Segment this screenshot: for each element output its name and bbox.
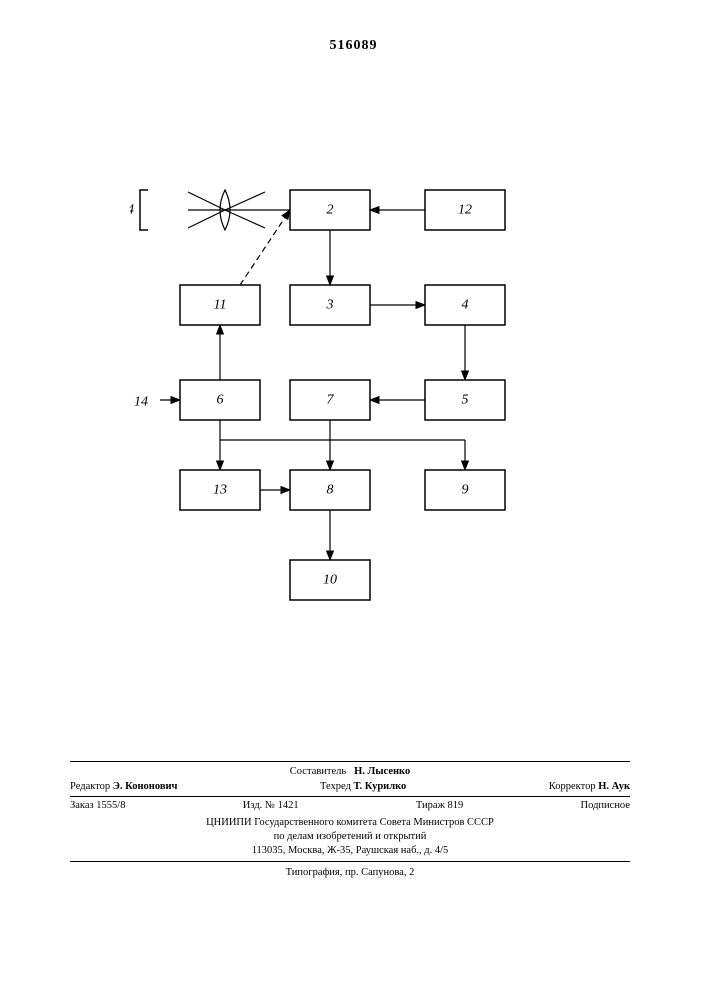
pub-row: Заказ 1555/8 Изд. № 1421 Тираж 819 Подпи… xyxy=(70,797,630,815)
org-line3: 113035, Москва, Ж-35, Раушская наб., д. … xyxy=(70,844,630,858)
typography: Типография, пр. Сапунова, 2 xyxy=(70,862,630,880)
org-line2: по делам изобретений и открытий xyxy=(70,830,630,844)
svg-text:7: 7 xyxy=(327,393,335,408)
svg-text:6: 6 xyxy=(217,393,224,408)
document-number: 516089 xyxy=(0,38,707,54)
svg-text:14: 14 xyxy=(134,395,148,410)
tech: Техред Т. Курилко xyxy=(320,780,406,794)
editor: Редактор Э. Кононович xyxy=(70,780,177,794)
order: Заказ 1555/8 xyxy=(70,799,125,813)
tirazh: Тираж 819 xyxy=(416,799,463,813)
svg-text:14: 14 xyxy=(130,203,134,218)
svg-text:5: 5 xyxy=(462,393,469,408)
page: 516089 14 2 12 11 3 4 6 7 5 13 8 9 10 14 Составитель … xyxy=(0,0,707,1000)
svg-text:2: 2 xyxy=(327,203,334,218)
svg-text:3: 3 xyxy=(326,298,334,313)
izd: Изд. № 1421 xyxy=(243,799,299,813)
svg-text:11: 11 xyxy=(214,298,227,313)
compiler-label: Составитель xyxy=(290,766,346,777)
svg-text:4: 4 xyxy=(462,298,469,313)
svg-text:8: 8 xyxy=(327,483,334,498)
compiler-name: Н. Лысенко xyxy=(354,766,410,777)
svg-text:12: 12 xyxy=(458,203,472,218)
svg-text:10: 10 xyxy=(323,573,337,588)
footer-block: Составитель Н. Лысенко Редактор Э. Конон… xyxy=(70,761,630,880)
corrector: Корректор Н. Аук xyxy=(549,780,630,794)
org-line1: ЦНИИПИ Государственного комитета Совета … xyxy=(70,816,630,830)
svg-text:13: 13 xyxy=(213,483,227,498)
block-diagram: 14 2 12 11 3 4 6 7 5 13 8 9 10 14 xyxy=(130,170,580,670)
compiler-row: Составитель Н. Лысенко xyxy=(70,761,630,779)
podpisnoe: Подписное xyxy=(581,799,630,813)
org-block: ЦНИИПИ Государственного комитета Совета … xyxy=(70,814,630,862)
svg-text:9: 9 xyxy=(462,483,469,498)
credits-row: Редактор Э. Кононович Техред Т. Курилко … xyxy=(70,778,630,797)
